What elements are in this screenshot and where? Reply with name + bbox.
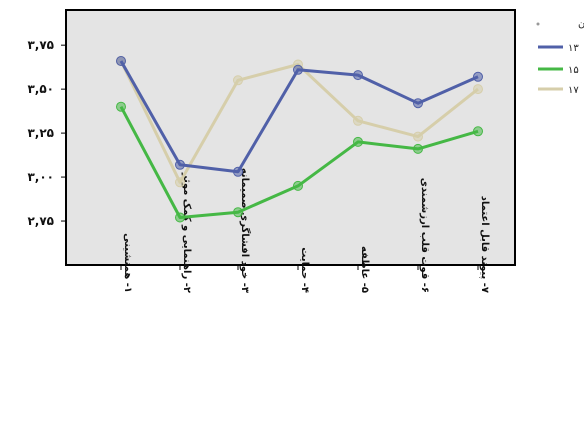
x-tick-label: ۵- عاطفه <box>359 246 370 293</box>
data-point <box>473 126 483 137</box>
data-point <box>413 143 423 154</box>
y-axis: ۲,۷۵ ۳,۰۰ ۳,۲۵ ۳,۵۰ ۳,۷۵ <box>27 38 66 228</box>
data-point <box>413 98 423 109</box>
series-lines <box>116 56 483 223</box>
y-tick-label: ۳,۷۵ <box>27 38 54 52</box>
x-tick-label: ۶- قوت قلب ارزشمندی <box>419 178 430 293</box>
data-point <box>353 70 363 81</box>
data-point <box>233 207 243 218</box>
data-point <box>353 115 363 126</box>
y-tick-label: ۳,۵۰ <box>27 82 54 96</box>
x-tick-label: ۷- پیوند قابل اعتماد <box>479 196 490 293</box>
legend-title: سن <box>578 18 584 29</box>
data-point <box>293 64 303 75</box>
legend: سن ۱۳ ۱۵ ۱۷ <box>536 18 584 96</box>
data-point <box>413 131 423 142</box>
x-axis: ۱- همنشینی ۲- راهنمایی و کمک موثر ۳- خود ا… <box>120 168 490 293</box>
data-point <box>116 101 126 112</box>
legend-label: ۱۷ <box>568 85 579 96</box>
y-tick-label: ۲,۷۵ <box>27 214 54 228</box>
data-point <box>293 180 303 191</box>
data-point <box>233 166 243 177</box>
data-point <box>473 71 483 82</box>
data-point <box>473 84 483 95</box>
legend-bullet <box>536 22 540 26</box>
legend-label: ۱۳ <box>568 43 579 54</box>
data-point <box>116 56 126 66</box>
data-point <box>175 212 185 223</box>
x-tick-label: ۳- خود افشاگری صمیمانه <box>239 168 252 293</box>
data-point <box>233 75 243 86</box>
x-tick-label: ۲- راهنمایی و کمک موثر <box>181 172 192 293</box>
data-point <box>353 136 363 147</box>
y-tick-label: ۳,۰۰ <box>27 170 54 184</box>
x-tick-label: ۴- حمایت <box>299 247 310 293</box>
data-point <box>175 177 185 188</box>
legend-label: ۱۵ <box>568 65 579 76</box>
y-tick-label: ۳,۲۵ <box>27 126 54 140</box>
plot-area <box>65 9 516 266</box>
data-point <box>175 159 185 170</box>
x-tick-label: ۱- همنشینی <box>122 233 133 293</box>
